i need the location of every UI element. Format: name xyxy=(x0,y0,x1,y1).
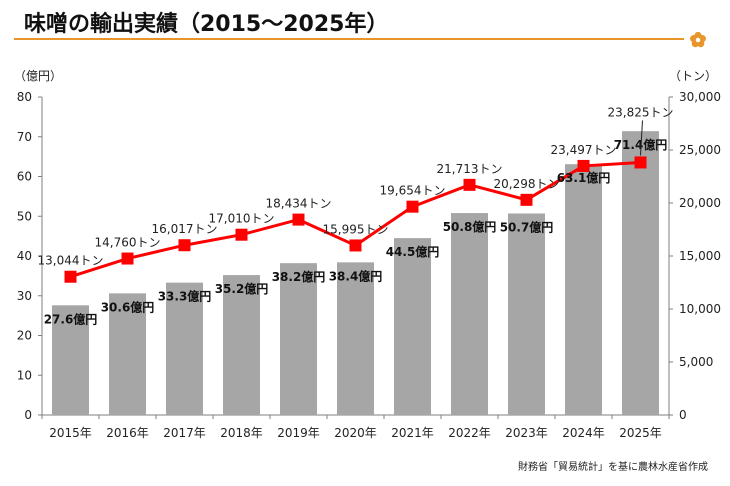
bar-value-label: 30.6億円 xyxy=(101,299,155,314)
right-axis-tick-label: 0 xyxy=(679,408,687,422)
x-axis-tick-label: 2022年 xyxy=(448,426,491,440)
line-point xyxy=(64,270,77,283)
bar-value-label: 63.1億円 xyxy=(557,170,611,185)
line-value-label: 15,995トン xyxy=(323,222,389,236)
bar-value-label: 44.5億円 xyxy=(386,244,440,259)
line-value-label: 23,497トン xyxy=(551,143,617,157)
bar xyxy=(565,164,602,415)
line-point xyxy=(121,252,134,265)
line-point xyxy=(577,159,590,172)
bar xyxy=(622,131,659,415)
x-axis-tick-label: 2018年 xyxy=(220,426,263,440)
x-axis-tick-label: 2025年 xyxy=(619,426,662,440)
line-point xyxy=(235,228,248,241)
bar-value-label: 50.7億円 xyxy=(500,219,554,234)
left-axis-unit: （億円） xyxy=(14,69,62,83)
left-axis-tick-label: 20 xyxy=(17,329,32,343)
right-axis-tick-label: 15,000 xyxy=(679,249,721,263)
right-axis-unit: （トン） xyxy=(669,69,717,83)
line-value-label: 14,760トン xyxy=(95,236,161,250)
bar xyxy=(451,213,488,415)
left-axis-tick-label: 80 xyxy=(17,90,32,104)
x-axis-tick-label: 2019年 xyxy=(277,426,320,440)
left-axis-tick-label: 60 xyxy=(17,170,32,184)
line-value-label: 17,010トン xyxy=(209,212,275,226)
bar-value-label: 50.8億円 xyxy=(443,219,497,234)
bar-value-label: 35.2億円 xyxy=(215,281,269,296)
bar-value-label: 33.3億円 xyxy=(158,289,212,304)
source-note: 財務省「貿易統計」を基に農林水産省作成 xyxy=(518,462,708,473)
left-axis-tick-label: 0 xyxy=(24,408,32,422)
right-axis-tick-label: 5,000 xyxy=(679,355,713,369)
left-axis-tick-label: 10 xyxy=(17,368,32,382)
x-axis-tick-label: 2016年 xyxy=(106,426,149,440)
bar xyxy=(109,293,146,415)
bar xyxy=(508,213,545,415)
right-axis-tick-label: 30,000 xyxy=(679,90,721,104)
bar xyxy=(166,282,203,415)
x-axis-tick-label: 2017年 xyxy=(163,426,206,440)
x-axis-tick-label: 2021年 xyxy=(391,426,434,440)
bar-value-label: 27.6億円 xyxy=(44,311,98,326)
x-axis-tick-label: 2020年 xyxy=(334,426,377,440)
line-value-label: 20,298トン xyxy=(494,177,560,191)
line-value-label: 19,654トン xyxy=(380,184,446,198)
bar xyxy=(52,305,89,415)
line-point xyxy=(178,239,191,252)
line-value-label: 23,825トン xyxy=(608,105,674,119)
x-axis-tick-label: 2015年 xyxy=(49,426,92,440)
line-point xyxy=(406,200,419,213)
right-axis-tick-label: 20,000 xyxy=(679,196,721,210)
title-underline xyxy=(14,38,684,40)
line-label-leader xyxy=(640,120,643,156)
bar xyxy=(223,275,260,415)
line-point xyxy=(634,156,647,169)
line-point xyxy=(349,239,362,252)
line-value-label: 16,017トン xyxy=(152,222,218,236)
line-point xyxy=(520,193,533,206)
page-title: 味噌の輸出実績（2015～2025年） xyxy=(24,12,389,37)
line-point xyxy=(463,178,476,191)
flower-icon xyxy=(690,31,706,48)
bar xyxy=(394,238,431,415)
line-value-label: 18,434トン xyxy=(266,197,332,211)
bar xyxy=(337,262,374,415)
line-value-label: 21,713トン xyxy=(437,162,503,176)
right-axis-tick-label: 10,000 xyxy=(679,302,721,316)
bar-value-label: 38.2億円 xyxy=(272,269,326,284)
line-value-label: 13,044トン xyxy=(38,254,104,268)
x-axis-tick-label: 2024年 xyxy=(562,426,605,440)
left-axis-tick-label: 30 xyxy=(17,289,32,303)
left-axis-tick-label: 40 xyxy=(17,249,32,263)
right-axis-tick-label: 25,000 xyxy=(679,143,721,157)
bar xyxy=(280,263,317,415)
x-axis-tick-label: 2023年 xyxy=(505,426,548,440)
left-axis-tick-label: 50 xyxy=(17,209,32,223)
bar-value-label: 71.4億円 xyxy=(614,137,668,152)
bar-value-label: 38.4億円 xyxy=(329,268,383,283)
left-axis-tick-label: 70 xyxy=(17,130,32,144)
line-point xyxy=(292,213,305,226)
